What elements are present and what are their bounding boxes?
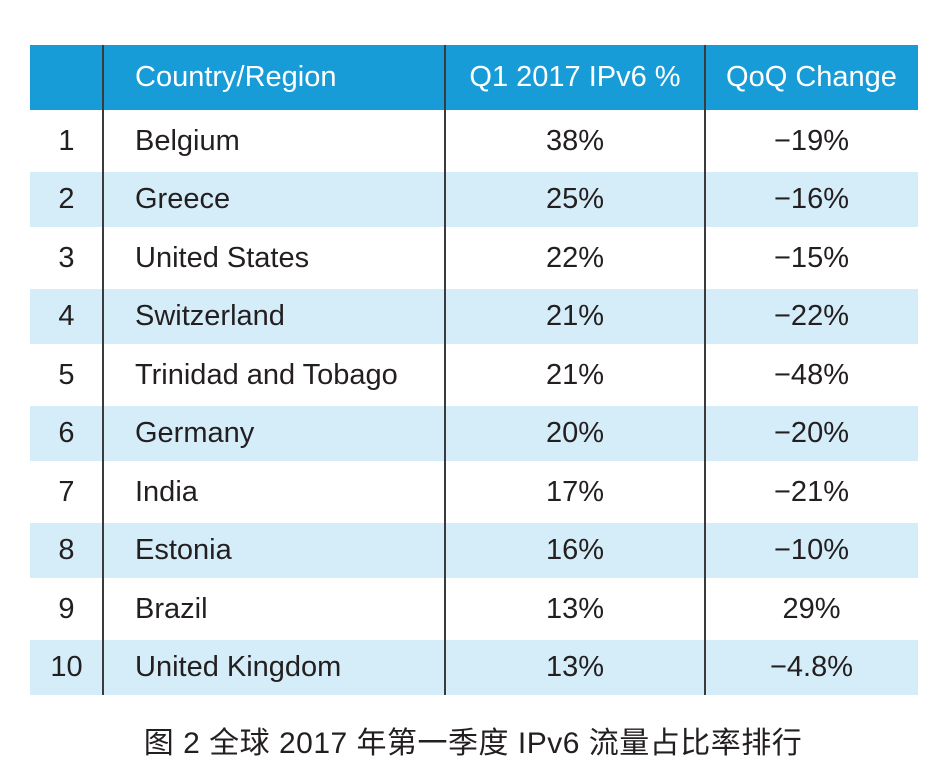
country-cell: United States	[135, 241, 310, 274]
qoq-change-cell: −21%	[774, 475, 849, 508]
qoq-change-cell: −16%	[774, 183, 849, 215]
country-cell: United Kingdom	[135, 651, 342, 683]
ipv6-pct-cell: 20%	[545, 417, 605, 449]
rank-cell: 5	[58, 358, 75, 391]
rank-cell: 9	[58, 592, 75, 625]
rank-cell: 7	[58, 475, 75, 508]
table-row: 7 India 17% −21%	[30, 464, 918, 520]
ipv6-pct-cell: 17%	[545, 475, 605, 508]
table-row: 6 Germany 20% −20%	[30, 406, 918, 461]
rank-cell: 2	[58, 183, 75, 215]
rank-cell: 3	[58, 241, 75, 274]
ipv6-pct-cell: 22%	[545, 241, 605, 274]
country-cell: India	[135, 475, 198, 508]
qoq-change-cell: −19%	[774, 124, 849, 157]
ipv6-pct-cell: 25%	[545, 183, 605, 215]
ipv6-pct-cell: 38%	[545, 124, 605, 157]
qoq-change-cell: 29%	[782, 592, 841, 625]
table-row: 8 Estonia 16% −10%	[30, 523, 918, 578]
rank-cell: 4	[58, 300, 75, 332]
figure-caption: 图 2 全球 2017 年第一季度 IPv6 流量占比率排行	[143, 727, 803, 760]
qoq-change-cell: −48%	[774, 358, 849, 391]
ipv6-pct-cell: 16%	[545, 534, 605, 566]
qoq-change-cell: −20%	[774, 417, 849, 449]
rank-cell: 1	[58, 124, 75, 157]
ipv6-ranking-table: Country/Region Q1 2017 IPv6 % QoQ Change…	[30, 45, 918, 695]
ipv6-pct-cell: 13%	[545, 592, 605, 625]
table-row: 3 United States 22% −15%	[30, 230, 918, 286]
table-row: 5 Trinidad and Tobago 21% −48%	[30, 347, 918, 403]
table-row: 2 Greece 25% −16%	[30, 172, 918, 227]
ipv6-pct-cell: 13%	[545, 651, 605, 683]
table-row: 10 United Kingdom 13% −4.8%	[30, 640, 918, 695]
table-row: 9 Brazil 13% 29%	[30, 581, 918, 637]
rank-cell: 6	[58, 417, 75, 449]
table-header-row: Country/Region Q1 2017 IPv6 % QoQ Change	[30, 45, 918, 110]
header-cell-ipv6-pct: Q1 2017 IPv6 %	[469, 61, 681, 93]
ipv6-pct-cell: 21%	[545, 300, 605, 332]
country-cell: Switzerland	[135, 300, 285, 332]
country-cell: Estonia	[135, 534, 232, 566]
header-cell-country: Country/Region	[135, 61, 337, 93]
column-divider-rank-country	[102, 45, 104, 695]
qoq-change-cell: −22%	[774, 300, 849, 332]
country-cell: Greece	[135, 183, 231, 215]
column-divider-country-ipv6	[444, 45, 446, 695]
qoq-change-cell: −10%	[774, 534, 849, 566]
qoq-change-cell: −4.8%	[769, 651, 854, 683]
table-row: 1 Belgium 38% −19%	[30, 113, 918, 169]
country-cell: Brazil	[135, 592, 208, 625]
rank-cell: 10	[50, 651, 83, 683]
header-cell-qoq-change: QoQ Change	[726, 61, 897, 93]
ipv6-pct-cell: 21%	[545, 358, 605, 391]
column-divider-ipv6-qoq	[704, 45, 706, 695]
country-cell: Trinidad and Tobago	[135, 358, 398, 391]
rank-cell: 8	[58, 534, 75, 566]
table-row: 4 Switzerland 21% −22%	[30, 289, 918, 344]
table-grid: Country/Region Q1 2017 IPv6 % QoQ Change…	[30, 45, 918, 695]
country-cell: Belgium	[135, 124, 240, 157]
qoq-change-cell: −15%	[774, 241, 849, 274]
country-cell: Germany	[135, 417, 255, 449]
